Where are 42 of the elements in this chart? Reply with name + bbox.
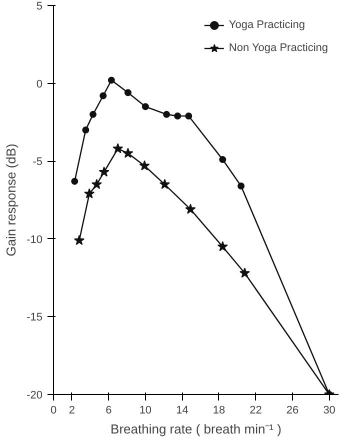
y-tick-label: -5: [32, 156, 42, 168]
point: [238, 182, 245, 190]
point: [84, 188, 95, 198]
x-tick-label: 22: [250, 404, 262, 416]
x-tick-label: 2: [68, 404, 75, 416]
y-tick-label: 5: [36, 0, 43, 12]
point: [112, 143, 124, 154]
point: [174, 112, 182, 120]
y-tick-label: -15: [26, 312, 43, 324]
point: [124, 89, 132, 96]
y-axis-title: Gain response (dB): [4, 144, 19, 256]
y-tick-label: -10: [26, 234, 43, 246]
point: [100, 92, 107, 100]
y-tick-label: 0: [36, 78, 43, 90]
x-tick-label: 30: [323, 404, 336, 416]
point: [185, 112, 192, 120]
point: [159, 178, 170, 189]
point: [239, 268, 250, 278]
x-axis-title: Breathing rate ( breath min⁻¹ ): [110, 422, 282, 436]
x-tick-label: 10: [139, 404, 152, 416]
point: [217, 241, 228, 252]
x-tick-label: 18: [212, 404, 226, 416]
point: [185, 204, 196, 214]
x-tick-label: 14: [176, 404, 188, 416]
x-tick-label: 6: [106, 404, 112, 416]
point: [163, 110, 170, 118]
point: [142, 103, 149, 110]
point: [108, 76, 115, 84]
point: [219, 156, 226, 164]
point: [91, 178, 102, 189]
point: [98, 166, 110, 177]
point: [82, 126, 90, 134]
point: [74, 234, 84, 245]
legend-label: Yoga Practicing: [228, 19, 305, 31]
point: [122, 148, 134, 158]
legend-label: Non Yoga Practicing: [228, 42, 328, 54]
y-tick-label: -20: [26, 390, 43, 402]
point: [71, 178, 78, 185]
point: [90, 110, 97, 118]
x-tick-label: 26: [286, 404, 299, 416]
point: [139, 160, 150, 170]
x-tick-label: 0: [50, 404, 57, 416]
